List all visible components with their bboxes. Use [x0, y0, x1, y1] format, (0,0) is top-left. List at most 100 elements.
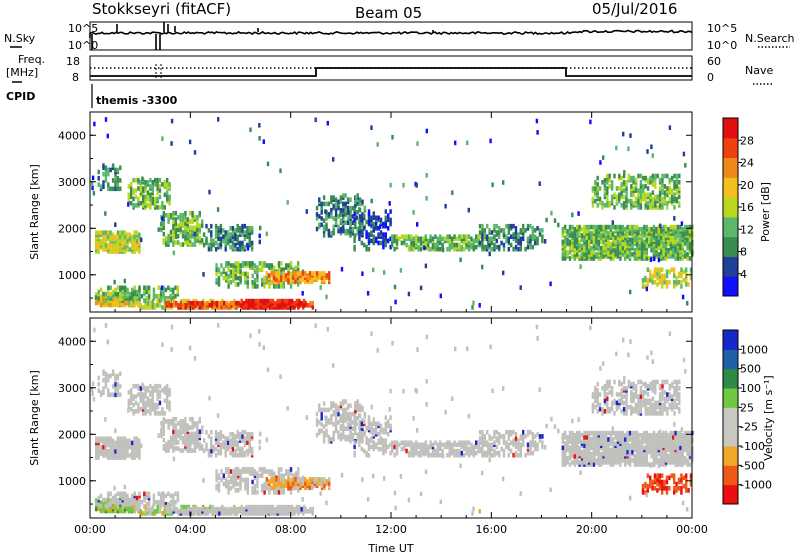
velocity-cell — [236, 429, 239, 435]
velocity-cell — [166, 396, 169, 401]
velocity-cell — [434, 452, 437, 458]
velocity-cell — [99, 444, 103, 450]
power-cell — [144, 180, 147, 185]
power-cell — [116, 234, 119, 240]
velocity-cell — [234, 473, 237, 478]
power-cell — [614, 235, 617, 240]
velocity-cell — [372, 421, 375, 427]
velocity-cell — [424, 448, 427, 454]
velocity-cell — [375, 442, 378, 448]
power-cell — [130, 300, 133, 306]
power-cell — [673, 205, 676, 210]
power-cell — [261, 267, 264, 272]
power-cell — [606, 196, 609, 202]
power-cell — [673, 273, 676, 279]
power-cell — [280, 271, 283, 277]
velocity-cell — [213, 506, 216, 512]
velocity-cell — [344, 399, 347, 404]
velocity-cell — [189, 416, 192, 422]
power-cell — [384, 242, 387, 248]
power-cell — [163, 298, 166, 304]
power-cell — [389, 182, 392, 188]
velocity-cell — [299, 483, 302, 488]
power-cell — [156, 298, 159, 304]
power-cell — [400, 240, 403, 246]
power-cell — [625, 196, 628, 202]
velocity-cell — [241, 438, 244, 443]
power-cell — [681, 226, 684, 232]
power-cell — [169, 229, 173, 235]
velocity-cell — [282, 483, 285, 488]
power-cell — [353, 217, 356, 223]
power-cell — [412, 240, 415, 246]
power-cell — [588, 241, 591, 247]
power-cell — [265, 263, 269, 268]
power-cell — [210, 223, 213, 229]
power-cell — [668, 125, 672, 130]
power-cell — [603, 203, 607, 208]
power-cell — [658, 186, 662, 191]
power-cell — [238, 226, 242, 231]
power-cell — [315, 212, 319, 217]
velocity-cell — [151, 394, 154, 399]
power-cell — [284, 277, 288, 282]
power-cell — [656, 194, 659, 200]
power-cell — [119, 165, 122, 171]
velocity-cell — [419, 452, 423, 458]
power-cell — [620, 203, 623, 208]
power-cell — [146, 203, 150, 208]
power-cell — [121, 285, 124, 291]
velocity-cell — [280, 481, 283, 486]
velocity-cell — [306, 509, 310, 514]
power-cell — [519, 236, 522, 242]
velocity-cell — [167, 506, 171, 512]
power-cell — [585, 254, 588, 259]
velocity-cell — [308, 481, 312, 486]
velocity-cell — [356, 399, 359, 404]
power-cell — [109, 285, 112, 291]
velocity-cell — [451, 442, 454, 448]
power-cell — [277, 284, 281, 289]
power-cell — [481, 244, 484, 250]
power-cell — [222, 238, 225, 244]
velocity-cell — [277, 485, 280, 491]
velocity-cell — [353, 413, 356, 418]
power-cell — [210, 242, 213, 248]
power-cell — [676, 229, 680, 234]
power-cell — [126, 238, 129, 244]
power-cell — [244, 271, 247, 277]
velocity-cell — [330, 405, 333, 411]
power-cell — [606, 173, 609, 179]
power-cell — [201, 219, 204, 224]
power-cell — [637, 205, 640, 210]
power-cell — [670, 175, 674, 181]
power-cell — [441, 242, 444, 248]
power-cell — [478, 240, 482, 246]
power-cell — [167, 217, 170, 222]
power-cell — [607, 224, 610, 230]
power-cell — [460, 234, 463, 239]
power-cell — [332, 195, 335, 200]
power-cell — [453, 234, 456, 239]
velocity-cell — [271, 504, 275, 510]
velocity-cell — [448, 448, 451, 454]
power-cell — [263, 275, 266, 281]
velocity-cell — [282, 473, 285, 478]
power-cell — [424, 242, 427, 248]
power-cell — [133, 285, 136, 291]
velocity-cell — [377, 421, 380, 427]
velocity-cell — [403, 440, 406, 445]
power-cell — [143, 298, 146, 303]
power-cell — [489, 138, 492, 144]
velocity-cell — [290, 504, 294, 510]
power-cell — [316, 271, 319, 276]
power-colorbar-tick-label: 24 — [740, 157, 754, 170]
power-cell — [146, 190, 150, 195]
velocity-cell — [109, 451, 112, 456]
power-cell — [177, 223, 180, 228]
velocity-cell — [151, 386, 154, 391]
velocity-cell — [400, 446, 403, 452]
power-cell — [114, 176, 117, 181]
power-cell — [490, 230, 494, 235]
velocity-cell — [287, 473, 290, 478]
